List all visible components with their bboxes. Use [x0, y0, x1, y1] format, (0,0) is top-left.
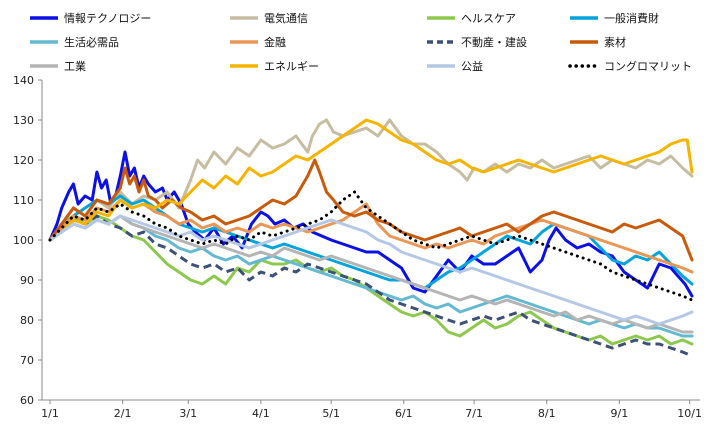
y-tick-label: 120 — [13, 154, 34, 167]
x-tick-label: 10/1 — [677, 407, 702, 420]
series-line-9 — [48, 214, 694, 334]
y-tick-label: 90 — [20, 274, 34, 287]
plot-area — [48, 118, 694, 358]
x-tick-label: 9/1 — [611, 407, 629, 420]
series-line-6 — [48, 198, 694, 274]
y-tick-label: 130 — [13, 114, 34, 127]
y-tick-label: 140 — [13, 74, 34, 87]
legend-label: ヘルスケア — [461, 12, 516, 25]
legend-label: 素材 — [604, 35, 626, 49]
y-tick-label: 70 — [20, 354, 34, 367]
y-tick-label: 100 — [13, 234, 34, 247]
series-line-5 — [48, 214, 694, 338]
y-tick-label: 80 — [20, 314, 34, 327]
legend-label: 生活必需品 — [64, 35, 119, 49]
x-tick-label: 4/1 — [252, 407, 270, 420]
legend-label: 金融 — [264, 35, 286, 49]
series-line-12 — [48, 190, 694, 302]
axes: 60 70 80 90 100 110 120 130 140 1/1 2/1 3/1 4/1 5/1 6/… — [13, 74, 702, 420]
legend-label: エネルギー — [264, 60, 319, 73]
series-line-2 — [48, 118, 694, 242]
series-line-7 — [49, 214, 693, 358]
y-tick-label: 110 — [13, 194, 34, 207]
legend-label: コングロマリット — [604, 59, 692, 73]
legend-label: 一般消費財 — [604, 11, 659, 25]
x-tick-label: 2/1 — [114, 407, 132, 420]
x-tick-label: 5/1 — [322, 407, 340, 420]
x-tick-label: 1/1 — [41, 407, 59, 420]
x-tick-label: 6/1 — [395, 407, 413, 420]
series-line-11 — [48, 214, 694, 326]
y-tick-label: 60 — [20, 394, 34, 407]
legend-label: 不動産・建設 — [461, 35, 527, 49]
legend-label: 情報テクノロジー — [64, 12, 151, 25]
legend-label: 公益 — [461, 59, 483, 73]
legend-label: 工業 — [64, 60, 86, 73]
series-line-10 — [48, 118, 694, 242]
x-tick-label: 8/1 — [538, 407, 556, 420]
x-tick-label: 7/1 — [465, 407, 483, 420]
series-line-8 — [48, 158, 694, 262]
x-tick-label: 3/1 — [179, 407, 197, 420]
legend-label: 電気通信 — [264, 11, 308, 25]
